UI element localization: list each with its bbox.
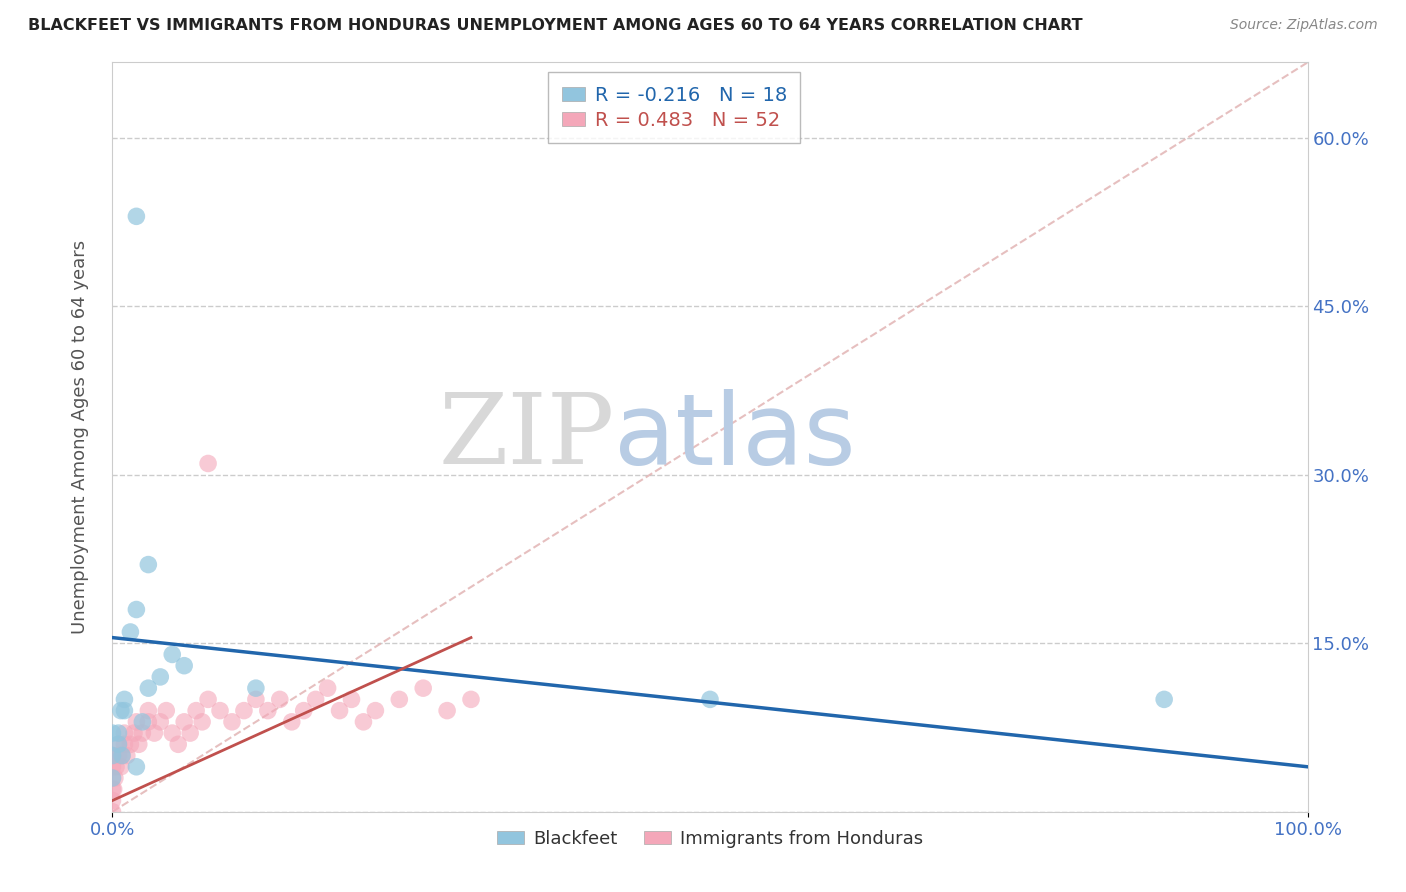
Point: [101, 771, 124, 785]
Point: [111, 748, 134, 763]
Legend: Blackfeet, Immigrants from Honduras: Blackfeet, Immigrants from Honduras: [489, 822, 931, 855]
Point: [149, 714, 172, 729]
Point: [197, 457, 219, 471]
Point: [120, 625, 142, 640]
Point: [138, 681, 160, 695]
Text: atlas: atlas: [614, 389, 856, 485]
Point: [364, 704, 387, 718]
Point: [257, 704, 280, 718]
Text: BLACKFEET VS IMMIGRANTS FROM HONDURAS UNEMPLOYMENT AMONG AGES 60 TO 64 YEARS COR: BLACKFEET VS IMMIGRANTS FROM HONDURAS UN…: [28, 18, 1083, 33]
Point: [162, 648, 183, 662]
Point: [131, 714, 153, 729]
Point: [101, 748, 124, 763]
Point: [460, 692, 482, 706]
Point: [329, 704, 352, 718]
Point: [155, 704, 177, 718]
Point: [699, 692, 721, 706]
Point: [125, 210, 148, 224]
Point: [101, 793, 124, 807]
Point: [104, 771, 127, 785]
Point: [105, 760, 128, 774]
Point: [191, 714, 214, 729]
Point: [107, 726, 129, 740]
Point: [114, 704, 135, 718]
Point: [125, 714, 148, 729]
Point: [138, 714, 160, 729]
Point: [110, 760, 132, 774]
Point: [186, 704, 208, 718]
Point: [233, 704, 256, 718]
Point: [114, 737, 135, 751]
Point: [101, 782, 124, 797]
Point: [114, 692, 135, 706]
Point: [292, 704, 315, 718]
Point: [340, 692, 363, 706]
Point: [197, 692, 219, 706]
Point: [107, 748, 129, 763]
Point: [269, 692, 291, 706]
Point: [245, 692, 267, 706]
Point: [221, 714, 243, 729]
Point: [138, 704, 160, 718]
Point: [138, 558, 160, 572]
Point: [149, 670, 172, 684]
Point: [305, 692, 328, 706]
Point: [103, 782, 125, 797]
Point: [101, 726, 124, 740]
Point: [128, 737, 150, 751]
Point: [125, 602, 148, 616]
Point: [101, 748, 124, 763]
Point: [143, 726, 166, 740]
Point: [110, 704, 132, 718]
Point: [101, 805, 124, 819]
Point: [1153, 692, 1175, 706]
Point: [111, 748, 134, 763]
Point: [179, 726, 201, 740]
Point: [173, 714, 195, 729]
Point: [436, 704, 458, 718]
Point: [162, 726, 183, 740]
Point: [316, 681, 339, 695]
Point: [352, 714, 374, 729]
Text: ZIP: ZIP: [439, 389, 614, 485]
Point: [115, 748, 138, 763]
Point: [125, 760, 148, 774]
Point: [101, 760, 124, 774]
Point: [388, 692, 411, 706]
Point: [167, 737, 190, 751]
Text: Source: ZipAtlas.com: Source: ZipAtlas.com: [1230, 18, 1378, 32]
Point: [281, 714, 304, 729]
Point: [122, 726, 145, 740]
Point: [107, 737, 129, 751]
Point: [107, 737, 129, 751]
Point: [101, 771, 124, 785]
Point: [114, 726, 135, 740]
Point: [173, 658, 195, 673]
Point: [120, 737, 142, 751]
Point: [209, 704, 232, 718]
Y-axis label: Unemployment Among Ages 60 to 64 years: Unemployment Among Ages 60 to 64 years: [70, 240, 89, 634]
Point: [412, 681, 434, 695]
Point: [131, 726, 153, 740]
Point: [245, 681, 267, 695]
